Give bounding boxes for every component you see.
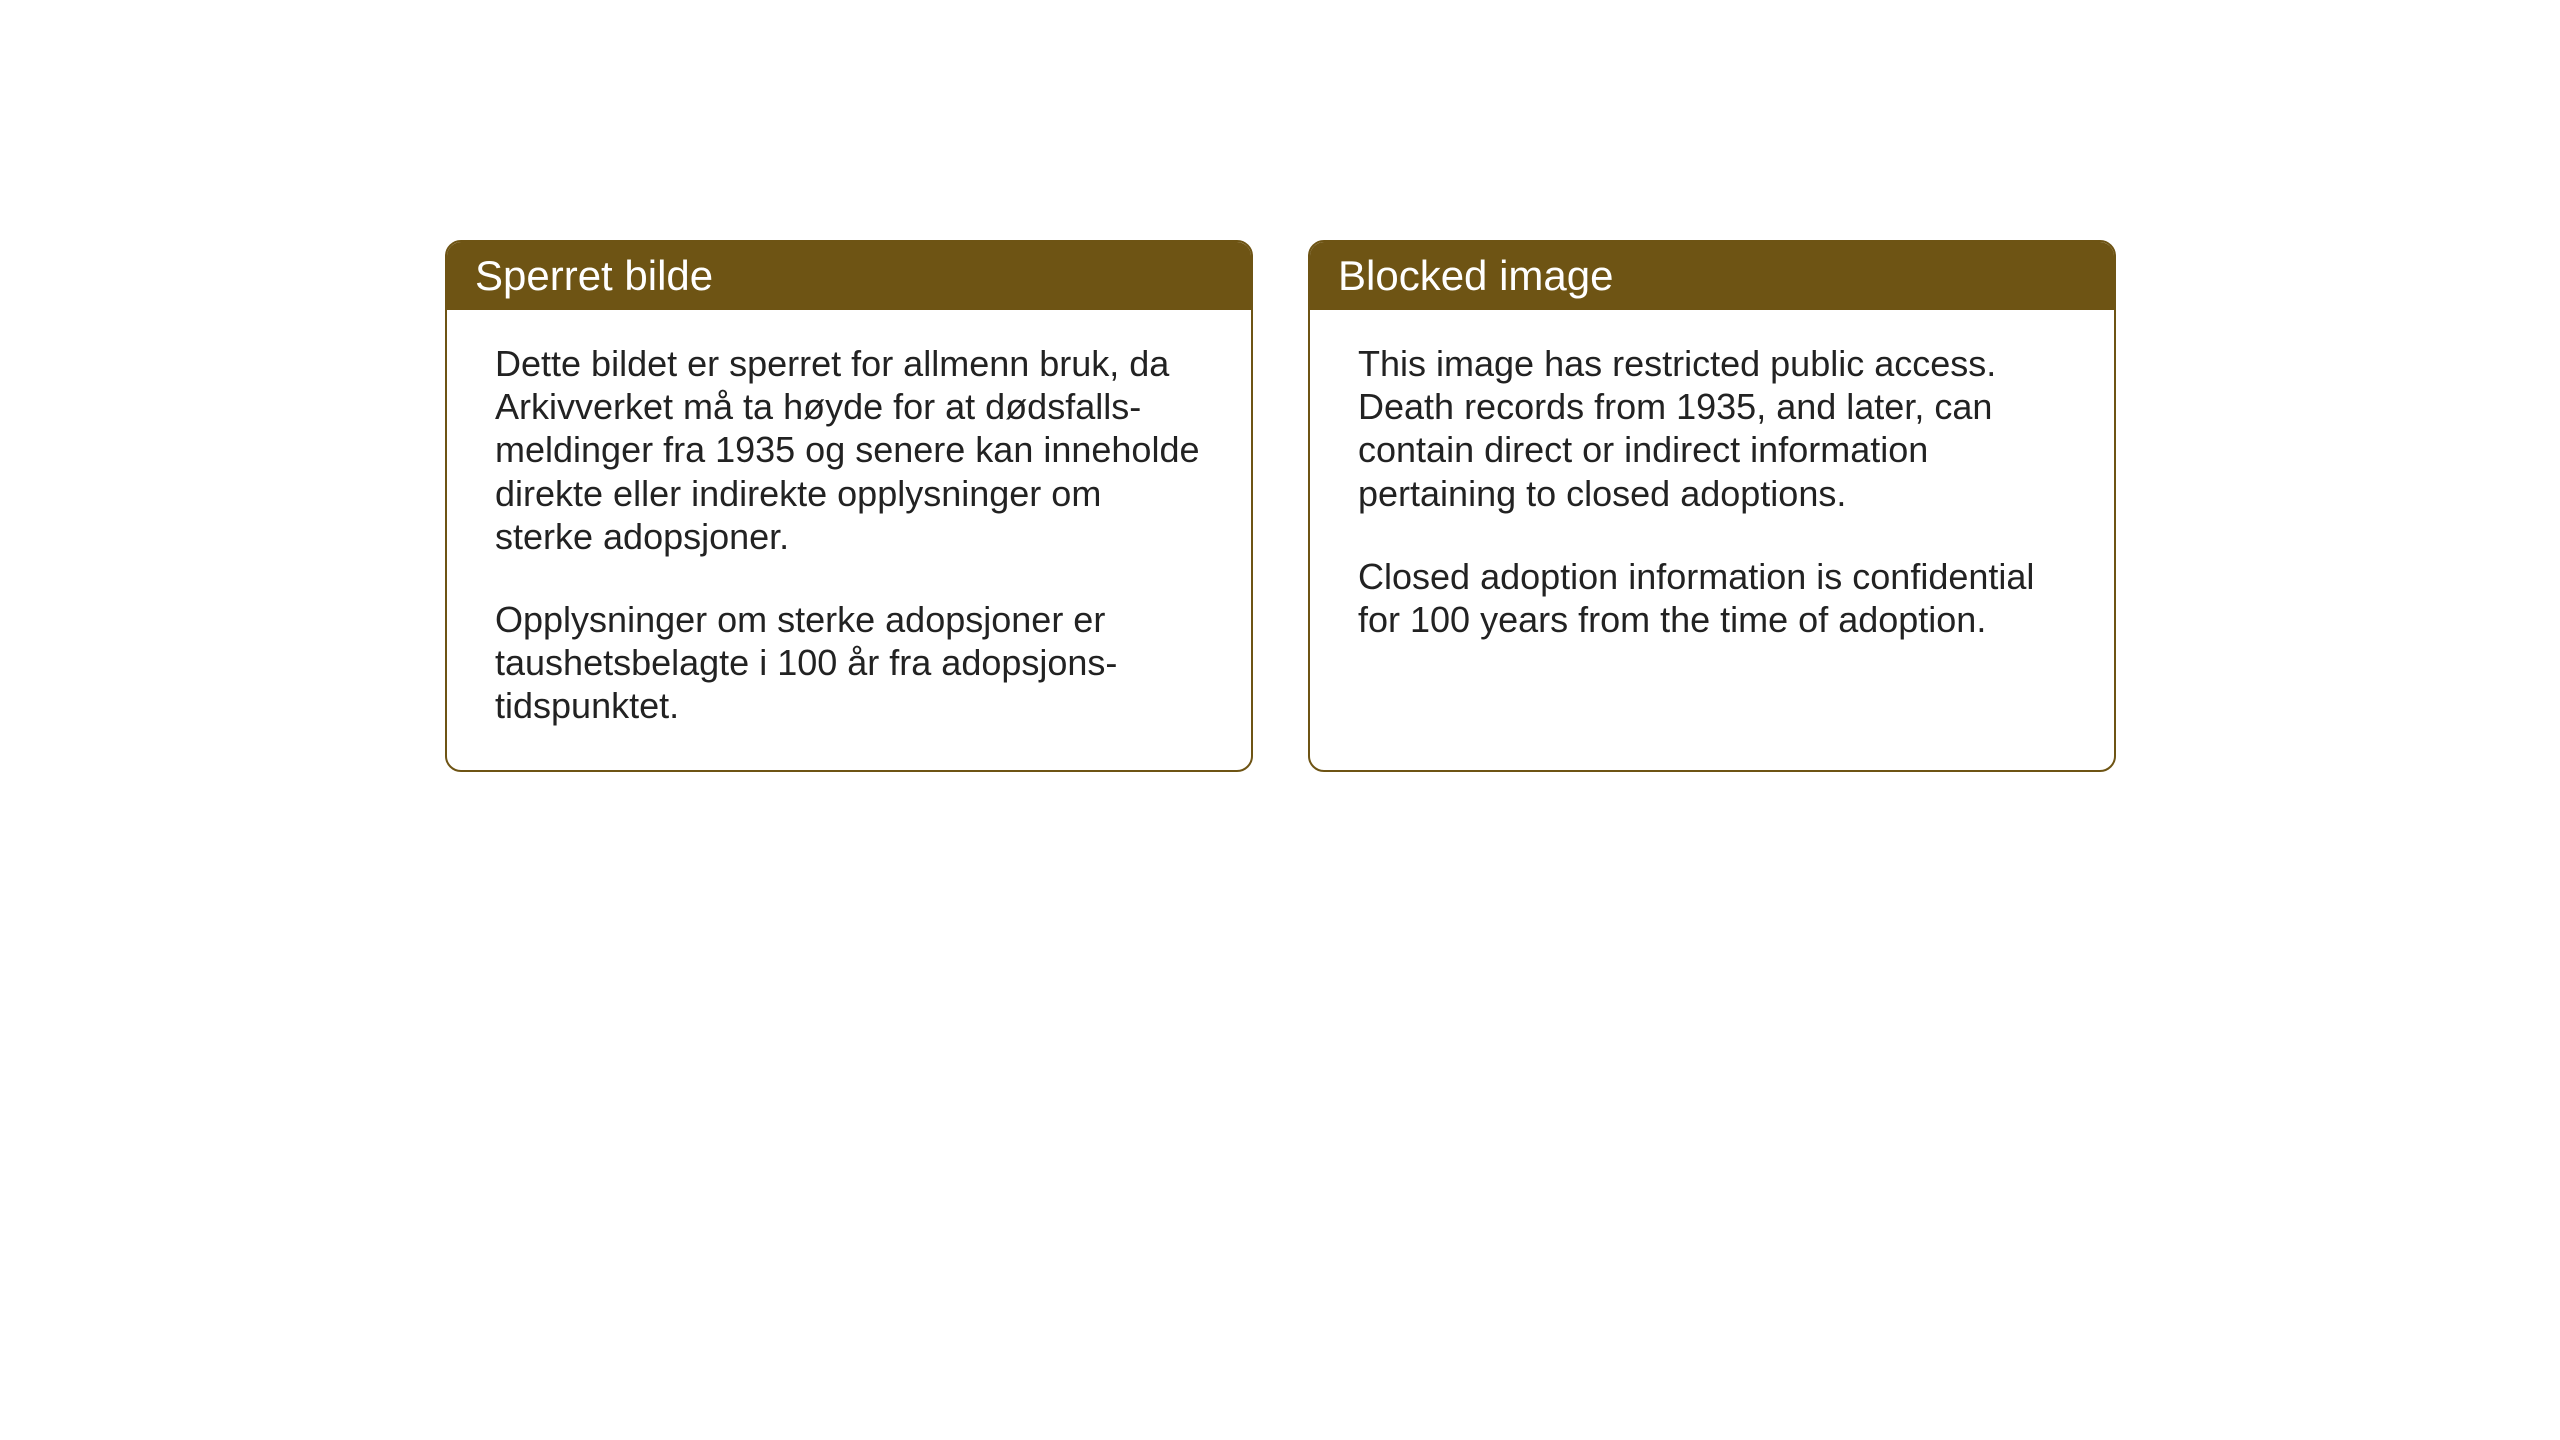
norwegian-notice-card: Sperret bilde Dette bildet er sperret fo…	[445, 240, 1253, 772]
english-card-body: This image has restricted public access.…	[1310, 310, 2114, 753]
norwegian-card-title: Sperret bilde	[447, 242, 1251, 310]
norwegian-paragraph-2: Opplysninger om sterke adopsjoner er tau…	[495, 598, 1203, 728]
english-card-title: Blocked image	[1310, 242, 2114, 310]
norwegian-paragraph-1: Dette bildet er sperret for allmenn bruk…	[495, 342, 1203, 558]
english-paragraph-1: This image has restricted public access.…	[1358, 342, 2066, 515]
notice-container: Sperret bilde Dette bildet er sperret fo…	[445, 240, 2116, 772]
english-notice-card: Blocked image This image has restricted …	[1308, 240, 2116, 772]
norwegian-card-body: Dette bildet er sperret for allmenn bruk…	[447, 310, 1251, 770]
english-paragraph-2: Closed adoption information is confident…	[1358, 555, 2066, 641]
